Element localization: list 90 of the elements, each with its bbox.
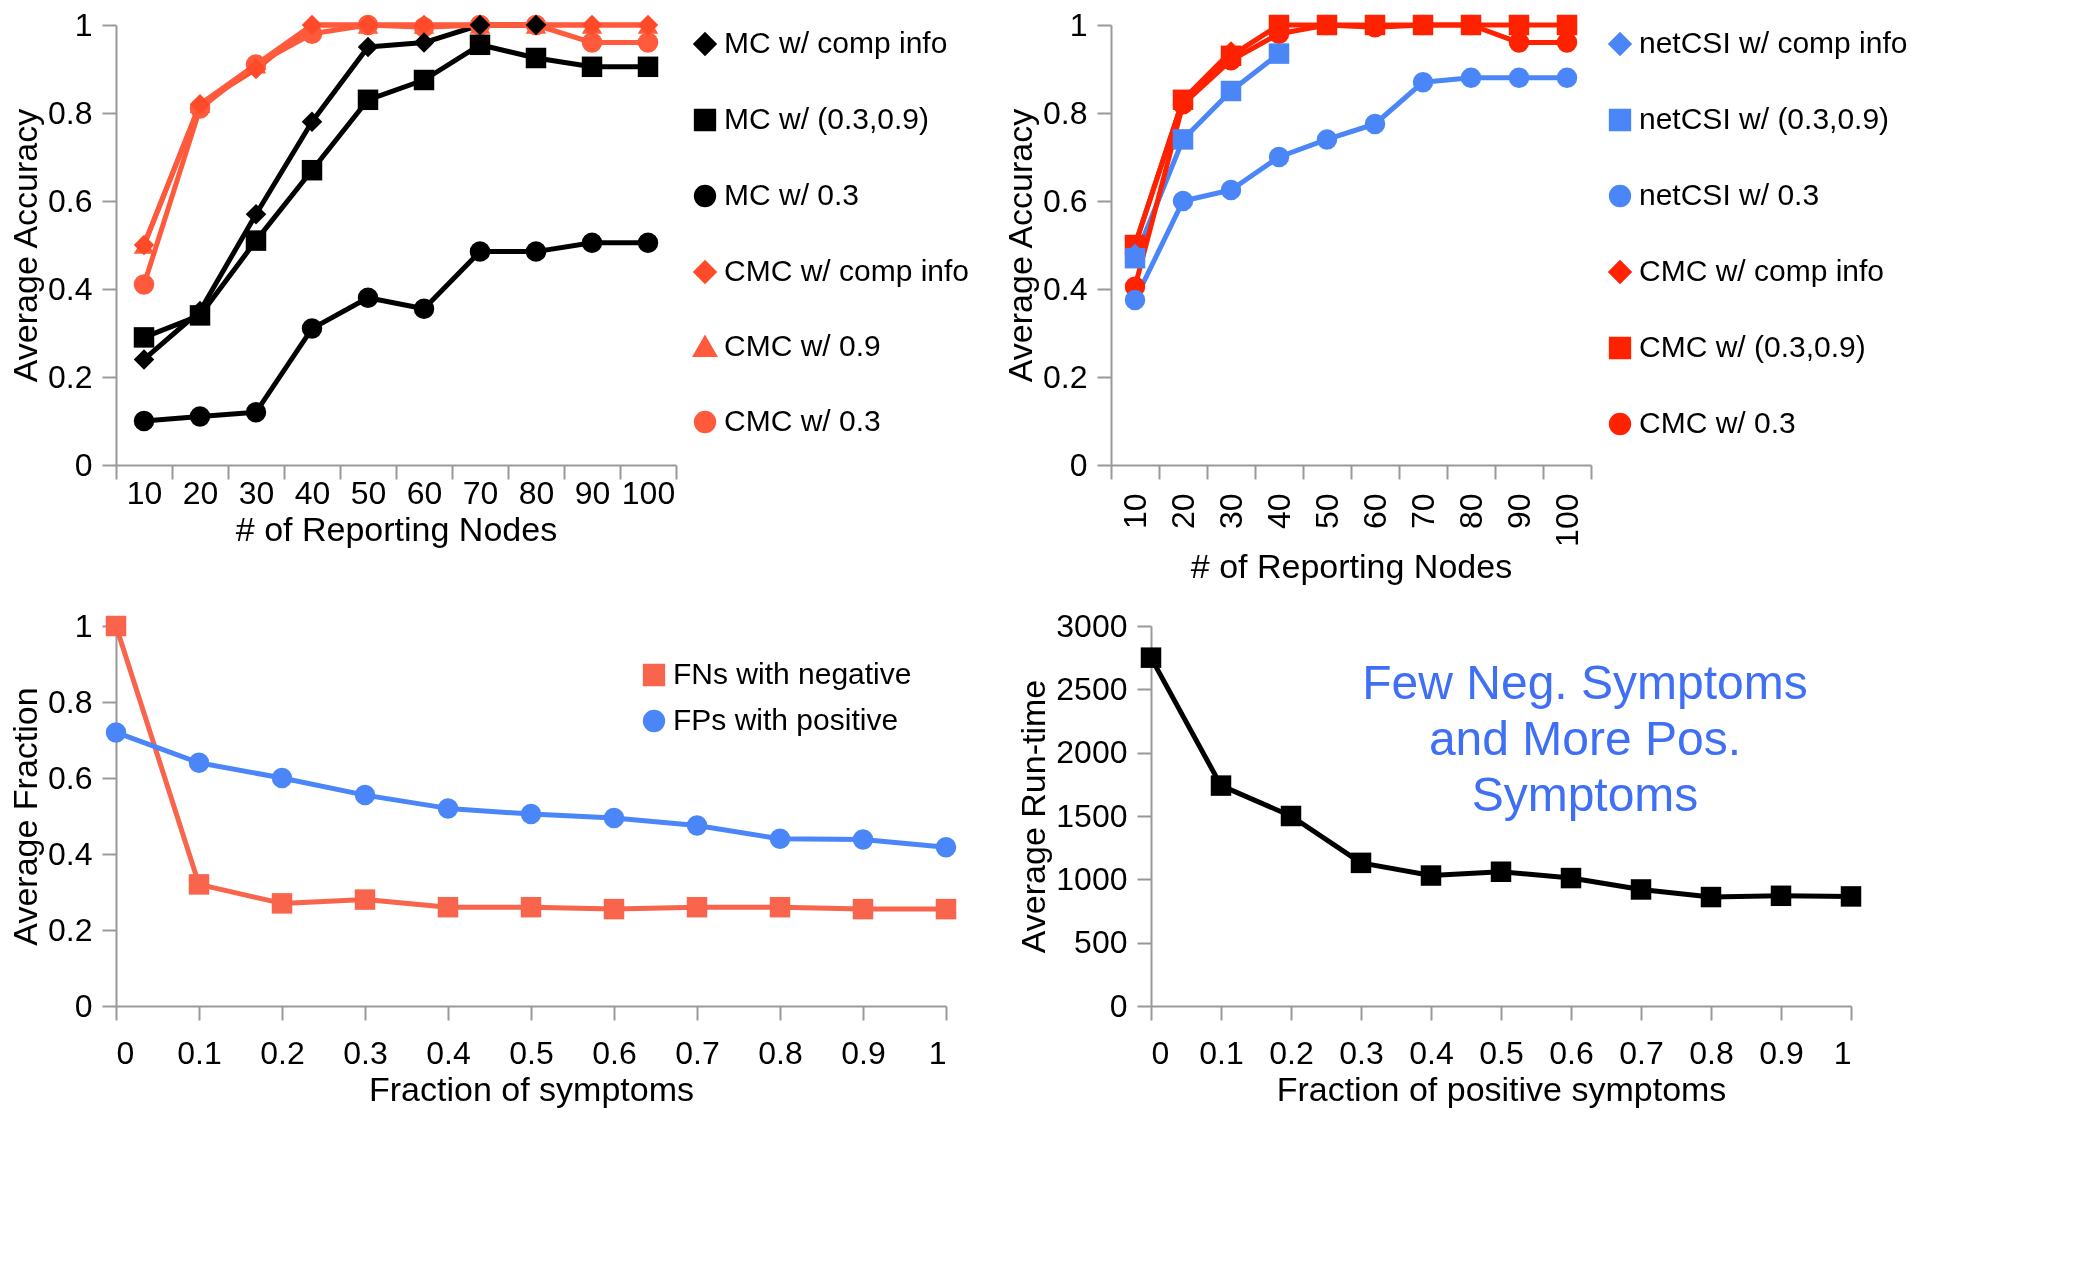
x-tick-label: 0.1: [1199, 1034, 1244, 1071]
x-tick-label: 0.5: [509, 1034, 554, 1071]
x-tick-label: 20: [182, 474, 219, 511]
x-tick-label: 0.8: [1689, 1034, 1734, 1071]
y-tick-label: 1: [74, 6, 93, 43]
y-axis-title: Average Accuracy: [1001, 108, 1040, 383]
x-tick-label: 0.7: [675, 1034, 720, 1071]
x-tick-label: 0.4: [426, 1034, 471, 1071]
x-tick-label: 0.1: [177, 1034, 222, 1071]
y-axis-title: Average Fraction: [6, 687, 45, 946]
y-tick-label: 0.6: [1043, 182, 1088, 219]
x-tick-label: 60: [406, 474, 443, 511]
x-tick-label: 1: [1833, 1034, 1852, 1071]
legend-label: CMC w/ 0.3: [1639, 406, 1796, 439]
x-tick-label: 80: [1452, 493, 1489, 530]
x-tick-label: 70: [462, 474, 499, 511]
x-tick-label: 0.2: [1269, 1034, 1314, 1071]
x-tick-label: 40: [1260, 493, 1297, 530]
y-tick-label: 0.8: [48, 683, 93, 720]
x-tick-label: 10: [1116, 493, 1153, 530]
y-tick-label: 1: [74, 607, 93, 644]
x-tick-label: 0.2: [260, 1034, 305, 1071]
x-tick-label: 0.5: [1479, 1034, 1524, 1071]
y-tick-label: 1000: [1056, 860, 1128, 897]
y-tick-label: 0.8: [1043, 94, 1088, 131]
x-tick-label: 0.9: [1759, 1034, 1804, 1071]
x-tick-label: 30: [1212, 493, 1249, 530]
y-tick-label: 0.4: [48, 835, 93, 872]
y-tick-label: 1: [1069, 6, 1088, 43]
x-tick-label: 50: [1308, 493, 1345, 530]
x-tick-label: 0.6: [592, 1034, 637, 1071]
x-tick-label: 0.7: [1619, 1034, 1664, 1071]
x-axis-title: Fraction of positive symptoms: [1276, 1069, 1727, 1108]
x-tick-label: 60: [1356, 493, 1393, 530]
legend-label: CMC w/ 0.9: [724, 329, 881, 362]
x-tick-label: 10: [126, 474, 163, 511]
y-axis-title: Average Accuracy: [6, 108, 45, 383]
y-tick-label: 0.6: [48, 182, 93, 219]
y-tick-label: 0.8: [48, 94, 93, 131]
legend-label: CMC w/ (0.3,0.9): [1639, 330, 1866, 363]
legend-label: CMC w/ comp info: [1639, 254, 1885, 287]
x-tick-label: 1: [928, 1034, 947, 1071]
x-tick-label: 0.6: [1549, 1034, 1594, 1071]
y-tick-label: 3000: [1056, 607, 1128, 644]
y-tick-label: 0.4: [48, 270, 93, 307]
x-axis-title: # of Reporting Nodes: [235, 509, 558, 548]
y-tick-label: 2500: [1056, 670, 1128, 707]
y-tick-label: 2000: [1056, 734, 1128, 771]
x-tick-label: 40: [294, 474, 331, 511]
x-tick-label: 100: [1548, 493, 1585, 547]
y-axis-title: Average Run-time: [1014, 679, 1053, 954]
x-tick-label: 80: [518, 474, 555, 511]
x-axis-title: # of Reporting Nodes: [1190, 546, 1513, 585]
legend-label: netCSI w/ (0.3,0.9): [1639, 102, 1890, 135]
y-tick-label: 0: [74, 446, 93, 483]
y-tick-label: 500: [1074, 924, 1128, 961]
legend-label: netCSI w/ 0.3: [1639, 178, 1820, 211]
annotation: Few Neg. Symptoms and More Pos. Symptoms: [1362, 656, 1808, 821]
y-tick-label: 0.6: [48, 759, 93, 796]
x-tick-label: 100: [621, 474, 676, 511]
x-tick-label: 90: [574, 474, 611, 511]
x-tick-label: 0: [1151, 1034, 1170, 1071]
x-tick-label: 0.4: [1409, 1034, 1454, 1071]
y-tick-label: 0.4: [1043, 270, 1088, 307]
y-tick-label: 0: [74, 987, 93, 1024]
legend-label: MC w/ 0.3: [724, 178, 860, 211]
x-tick-label: 50: [350, 474, 387, 511]
x-tick-label: 30: [238, 474, 275, 511]
x-axis-title: Fraction of symptoms: [369, 1069, 694, 1108]
y-tick-label: 0.2: [48, 911, 93, 948]
x-tick-label: 70: [1404, 493, 1441, 530]
y-tick-label: 0: [1069, 446, 1088, 483]
y-tick-label: 0.2: [1043, 358, 1088, 395]
y-tick-label: 1500: [1056, 797, 1128, 834]
y-tick-label: 0: [1109, 987, 1128, 1024]
x-tick-label: 0.8: [758, 1034, 803, 1071]
x-tick-label: 0.3: [343, 1034, 388, 1071]
legend-label: MC w/ comp info: [724, 26, 948, 59]
x-tick-label: 20: [1164, 493, 1201, 530]
legend-label: FNs with negative: [673, 657, 912, 690]
x-tick-label: 0.3: [1339, 1034, 1384, 1071]
legend-label: FPs with positive: [673, 703, 899, 736]
legend-label: MC w/ (0.3,0.9): [724, 102, 930, 135]
y-tick-label: 0.2: [48, 358, 93, 395]
x-tick-label: 90: [1500, 493, 1537, 530]
legend-label: netCSI w/ comp info: [1639, 26, 1908, 59]
x-tick-label: 0.9: [841, 1034, 886, 1071]
legend-label: CMC w/ 0.3: [724, 404, 881, 437]
x-tick-label: 0: [116, 1034, 135, 1071]
legend-label: CMC w/ comp info: [724, 254, 970, 287]
